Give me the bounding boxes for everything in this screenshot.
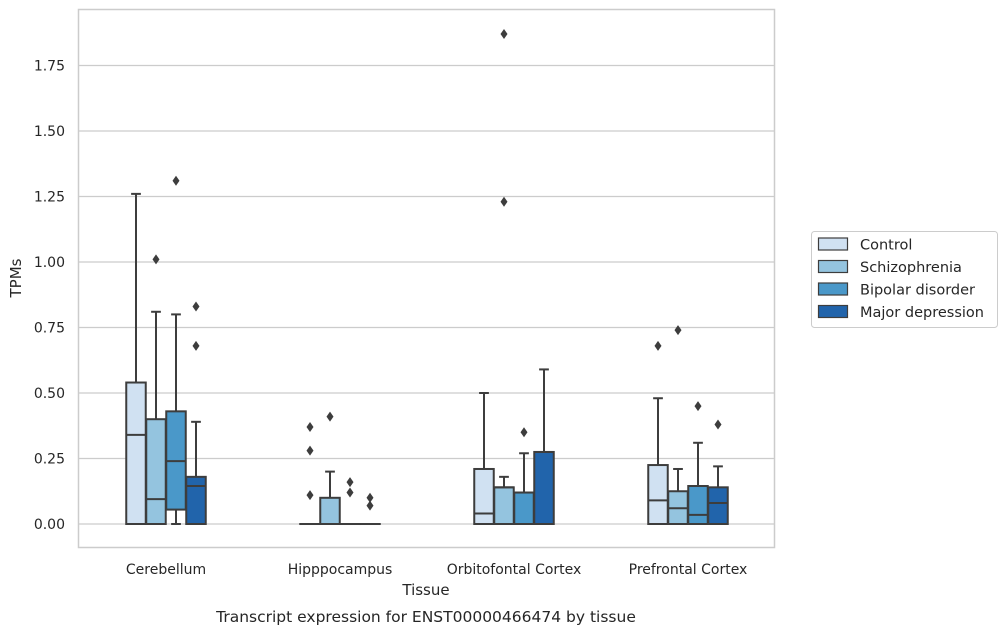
box-iqr <box>125 381 147 525</box>
x-tick-label: Cerebellum <box>126 562 206 578</box>
y-tick-labels: 0.00 0.25 0.50 0.75 1.00 1.25 1.50 1.75 <box>34 59 65 534</box>
y-tick-label: 0.00 <box>34 517 65 533</box>
box-major-depression <box>533 368 555 526</box>
y-axis-label: TPMs <box>7 258 25 298</box>
plot-area-frame <box>77 8 776 549</box>
legend-label: Schizophrenia <box>860 260 962 276</box>
legend-frame <box>811 231 998 328</box>
outlier-point <box>192 340 200 351</box>
outlier-point <box>654 340 662 351</box>
x-tick-label: Prefrontal Cortex <box>629 562 748 578</box>
outlier-point <box>306 422 314 433</box>
x-axis-label: Tissue <box>401 581 449 599</box>
legend: Control Schizophrenia Bipolar disorder Majo… <box>811 231 998 328</box>
outlier-point <box>306 445 314 456</box>
legend-swatch <box>817 237 849 251</box>
box-iqr <box>647 464 669 525</box>
box-control <box>647 340 669 525</box>
box-iqr <box>145 418 167 526</box>
legend-label: Major depression <box>860 305 984 321</box>
box-schizophrenia <box>319 411 341 525</box>
y-tick-label: 1.75 <box>34 59 65 75</box>
legend-swatch <box>817 304 849 319</box>
outlier-point <box>366 500 374 511</box>
x-tick-label: Hipppocampus <box>288 562 393 578</box>
outlier-point <box>714 419 722 430</box>
box-schizophrenia <box>493 29 515 526</box>
legend-label: Bipolar disorder <box>860 283 975 299</box>
box-control <box>473 392 495 526</box>
outlier-point <box>366 492 374 503</box>
box-iqr <box>533 450 555 526</box>
legend-swatch <box>817 282 849 296</box>
y-tick-label: 1.00 <box>34 255 65 271</box>
box-bipolar-disorder <box>513 427 535 525</box>
outlier-point <box>694 401 702 412</box>
box-major-depression <box>707 419 729 526</box>
box-control <box>125 192 147 525</box>
box-schizophrenia <box>667 325 689 525</box>
outlier-point <box>346 487 354 498</box>
outlier-point <box>500 196 508 207</box>
box-iqr <box>473 467 495 526</box>
y-tick-label: 0.25 <box>34 452 65 468</box>
outlier-point <box>346 477 354 488</box>
outlier-point <box>306 490 314 501</box>
x-tick-labels: Cerebellum Hipppocampus Orbitofontal Corte… <box>126 562 747 578</box>
box-iqr <box>185 475 207 525</box>
outlier-point <box>674 325 682 336</box>
box-major-depression <box>185 301 207 525</box>
y-tick-label: 0.50 <box>34 386 65 402</box>
box-bipolar-disorder <box>339 477 361 526</box>
outlier-point <box>500 29 508 40</box>
box-iqr <box>319 496 341 525</box>
legend-label: Control <box>860 238 912 254</box>
box-major-depression <box>359 492 381 526</box>
outlier-point <box>192 301 200 312</box>
y-tick-label: 1.50 <box>34 124 65 140</box>
outlier-point <box>152 254 160 265</box>
chart-caption: Transcript expression for ENST0000046647… <box>215 608 636 626</box>
outlier-point <box>172 175 180 186</box>
outlier-point <box>326 411 334 422</box>
outlier-point <box>520 427 528 438</box>
boxes <box>125 29 729 526</box>
box-iqr <box>513 491 535 525</box>
x-tick-label: Orbitofontal Cortex <box>447 562 582 578</box>
y-tick-label: 1.25 <box>34 190 65 206</box>
box-iqr <box>687 485 709 526</box>
box-iqr <box>707 486 729 526</box>
y-tick-label: 0.75 <box>34 321 65 337</box>
box-schizophrenia <box>145 254 167 526</box>
box-iqr <box>493 486 515 526</box>
legend-swatch <box>817 259 849 274</box>
box-bipolar-disorder <box>165 175 187 525</box>
box-bipolar-disorder <box>687 401 709 526</box>
grid-lines <box>78 64 775 525</box>
box-control <box>299 422 321 526</box>
